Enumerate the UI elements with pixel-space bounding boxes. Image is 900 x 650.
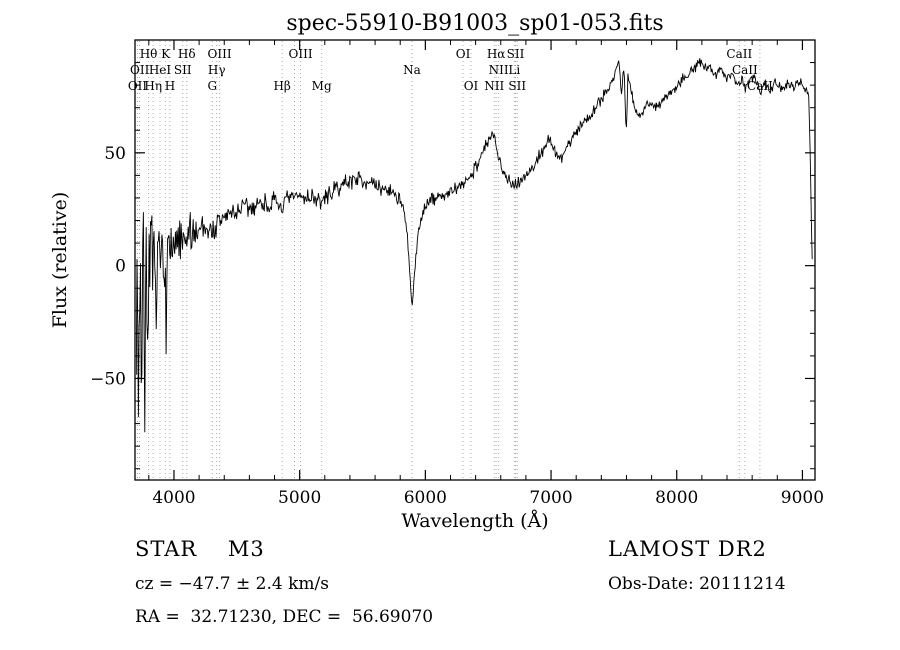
x-tick-label: 9000 [781, 488, 824, 508]
spectral-line-label: K [161, 47, 171, 61]
x-tick-label: 6000 [404, 488, 447, 508]
y-tick-label: −50 [90, 369, 126, 389]
plot-title: spec-55910-B91003_sp01-053.fits [286, 11, 663, 36]
spectral-line-label: Hβ [273, 79, 290, 93]
plot-border [134, 39, 816, 481]
spectral-line-label: OII [130, 63, 150, 77]
y-tick-label: 0 [115, 257, 126, 277]
spectral-line-label: OII [128, 79, 148, 93]
spectral-line-label: CaII [726, 47, 752, 61]
axis-ticks: 4000 5000 6000 7000 8000 9000 −50 0 50 [90, 39, 824, 508]
spectral-line-label: Na [403, 63, 421, 77]
spectral-line-label: G [208, 79, 218, 93]
spectral-line-markers [137, 41, 761, 479]
spectral-line-label: OI [456, 47, 471, 61]
x-tick-label: 4000 [152, 488, 195, 508]
spectral-line-label: H [165, 79, 175, 93]
object-class-text: STAR M3 [135, 537, 265, 561]
spectral-line-label: SII [507, 47, 525, 61]
spectral-line-label: NII [489, 63, 509, 77]
survey-name-text: LAMOST DR2 [608, 537, 767, 561]
spectral-line-label: CaII [732, 63, 758, 77]
spectral-line-label: Hδ [178, 47, 196, 61]
spectral-line-label: Hθ [140, 47, 158, 61]
x-tick-label: 5000 [278, 488, 321, 508]
spectral-line-label: CaII [747, 79, 773, 93]
radial-velocity-text: cz = −47.7 ± 2.4 km/s [135, 574, 329, 594]
spectrum-line [136, 58, 813, 433]
x-axis-label: Wavelength (Å) [401, 510, 548, 532]
spectral-line-label: Hγ [208, 63, 226, 77]
spectral-line-label: SII [508, 79, 526, 93]
ra-dec-text: RA = 32.71230, DEC = 56.69070 [135, 607, 434, 627]
spectral-line-label: Hα [487, 47, 506, 61]
spectral-line-label: NII [484, 79, 504, 93]
y-tick-label: 50 [104, 144, 126, 164]
x-tick-label: 7000 [529, 488, 572, 508]
spectral-line-label: HeI [149, 63, 172, 77]
spectral-line-label: OIII [208, 47, 232, 61]
spectral-line-label: SII [174, 63, 192, 77]
spectral-line-labels: OII OII Hθ Hη HeI K H SII Hδ G Hγ OIII Hβ OIII Mg Na OI O… [128, 47, 773, 93]
spectral-line-label: OI [464, 79, 479, 93]
spectral-line-label: Li [508, 63, 520, 77]
spectral-line-label: Hη [144, 79, 162, 93]
obs-date-text: Obs-Date: 20111214 [608, 574, 786, 594]
spectral-line-label: OIII [289, 47, 313, 61]
x-tick-label: 8000 [655, 488, 698, 508]
y-axis-label: Flux (relative) [49, 192, 71, 329]
spectral-line-label: Mg [312, 79, 332, 93]
